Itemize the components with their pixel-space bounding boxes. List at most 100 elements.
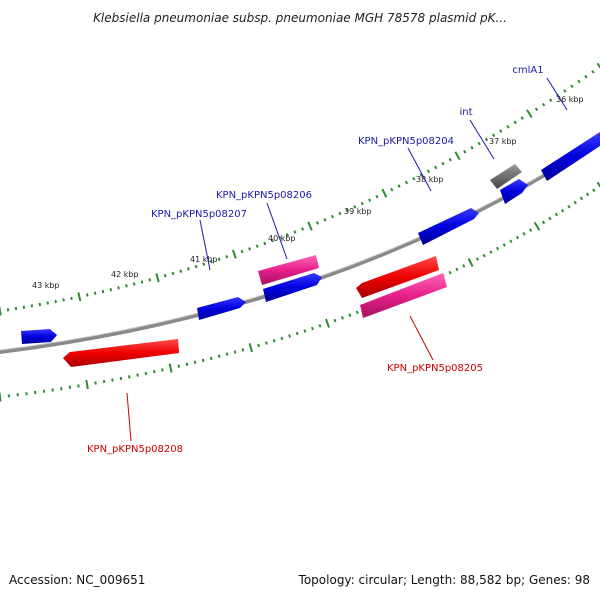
gene-forward-1[interactable] bbox=[21, 329, 57, 344]
gene-int[interactable] bbox=[490, 164, 522, 189]
outer-ring-minor-tick bbox=[345, 208, 349, 212]
outer-ring-minor-tick bbox=[506, 125, 510, 129]
label-kpn-08205[interactable]: KPN_pKPN5p08205 bbox=[387, 363, 483, 374]
outer-ring-minor-tick bbox=[179, 269, 183, 273]
inner-ring-major-tick bbox=[325, 318, 330, 328]
outer-ring-minor-tick bbox=[360, 201, 364, 206]
outer-ring-minor-tick bbox=[426, 169, 430, 174]
inner-ring-minor-tick bbox=[515, 235, 520, 240]
outer-ring-major-tick bbox=[526, 109, 533, 119]
gene-forward-5[interactable] bbox=[500, 179, 528, 204]
label-kpn-08208[interactable]: KPN_pKPN5p08208 bbox=[87, 444, 183, 455]
outer-ring-minor-tick bbox=[463, 149, 467, 154]
outer-ring-minor-tick bbox=[248, 247, 252, 251]
gene-kpn-08206[interactable] bbox=[258, 255, 319, 285]
inner-ring-minor-tick bbox=[340, 316, 344, 320]
outer-ring-minor-tick bbox=[563, 89, 567, 93]
outer-ring-major-tick bbox=[454, 151, 461, 161]
outer-ring-minor-tick bbox=[549, 98, 553, 102]
gene-forward-2[interactable] bbox=[197, 297, 246, 320]
outer-ring-minor-tick bbox=[520, 116, 524, 120]
outer-ring-minor-tick bbox=[225, 255, 229, 259]
kbp-label-37: 37 kbp bbox=[489, 137, 517, 146]
inner-ring-minor-tick bbox=[592, 188, 596, 192]
outer-ring-minor-tick bbox=[93, 291, 97, 295]
outer-ring-minor-tick bbox=[353, 205, 357, 209]
kbp-label-38: 38 kbp bbox=[416, 175, 444, 184]
inner-ring-minor-tick bbox=[217, 354, 221, 358]
outer-ring-minor-tick bbox=[187, 267, 190, 271]
gene-reverse-red-2[interactable] bbox=[356, 256, 439, 298]
outer-ring-minor-tick bbox=[46, 301, 49, 305]
outer-ring-minor-tick bbox=[330, 214, 334, 219]
outer-ring-minor-tick bbox=[419, 173, 423, 177]
inner-ring-minor-tick bbox=[102, 379, 106, 384]
outer-ring-minor-tick bbox=[448, 157, 452, 162]
inner-ring-minor-tick bbox=[42, 389, 46, 393]
gene-forward-3[interactable] bbox=[263, 273, 322, 302]
inner-ring-major-tick bbox=[467, 258, 474, 268]
inner-ring-minor-tick bbox=[303, 329, 307, 333]
outer-ring-minor-tick bbox=[148, 278, 152, 282]
label-int[interactable]: int bbox=[459, 107, 472, 118]
gene-kpn-08208[interactable] bbox=[63, 339, 179, 367]
outer-ring-minor-tick bbox=[14, 306, 18, 311]
inner-ring-minor-tick bbox=[482, 253, 486, 258]
inner-ring-minor-tick bbox=[257, 343, 260, 348]
inner-ring-minor-tick bbox=[225, 352, 229, 356]
outer-ring-minor-tick bbox=[22, 305, 26, 309]
gene-forward-6[interactable] bbox=[541, 132, 600, 181]
outer-ring-minor-tick bbox=[255, 244, 259, 248]
label-kpn-08207[interactable]: KPN_pKPN5p08207 bbox=[151, 209, 247, 220]
kbp-label-40: 40 kbp bbox=[268, 234, 296, 243]
outer-ring-major-tick bbox=[77, 292, 82, 302]
outer-ring-minor-tick bbox=[541, 102, 546, 107]
outer-ring-minor-tick bbox=[38, 302, 42, 307]
outer-ring-minor-tick bbox=[584, 74, 588, 79]
inner-ring-minor-tick bbox=[161, 368, 164, 372]
inner-ring-minor-tick bbox=[111, 378, 114, 382]
outer-ring-minor-tick bbox=[217, 257, 221, 262]
outer-ring-minor-tick bbox=[70, 296, 73, 301]
inner-ring-minor-tick bbox=[567, 204, 571, 209]
label-kpn-08206[interactable]: KPN_pKPN5p08206 bbox=[216, 190, 312, 201]
outer-ring-minor-tick bbox=[390, 187, 394, 192]
outer-ring-minor-tick bbox=[591, 70, 595, 74]
outer-ring-minor-tick bbox=[163, 273, 167, 278]
inner-tick-ring bbox=[0, 181, 600, 402]
gene-forward-4[interactable] bbox=[418, 208, 479, 245]
gene-kpn-08205[interactable] bbox=[360, 273, 447, 318]
inner-ring-minor-tick bbox=[348, 313, 352, 317]
inner-ring-minor-tick bbox=[51, 388, 54, 392]
inner-ring-minor-tick bbox=[573, 200, 577, 205]
outer-ring-minor-tick bbox=[397, 184, 401, 188]
outer-ring-minor-tick bbox=[117, 286, 120, 290]
outer-ring-minor-tick bbox=[513, 120, 517, 125]
inner-ring-minor-tick bbox=[272, 339, 276, 343]
inner-ring-major-tick bbox=[248, 343, 253, 353]
kbp-label-42: 42 kbp bbox=[111, 270, 139, 279]
inner-ring-minor-tick bbox=[144, 371, 148, 376]
outer-ring-minor-tick bbox=[477, 141, 481, 146]
outer-ring-minor-tick bbox=[470, 145, 474, 150]
outer-ring-minor-tick bbox=[368, 198, 372, 202]
map-title: Klebsiella pneumoniae subsp. pneumoniae … bbox=[93, 11, 507, 25]
outer-ring-major-tick bbox=[596, 62, 600, 69]
outer-ring-minor-tick bbox=[285, 233, 289, 237]
outer-ring-minor-tick bbox=[499, 129, 503, 133]
outer-ring-minor-tick bbox=[125, 284, 128, 288]
inner-ring-minor-tick bbox=[528, 228, 533, 232]
kbp-label-39: 39 kbp bbox=[344, 207, 372, 216]
inner-ring-minor-tick bbox=[448, 270, 452, 275]
outer-ring-minor-tick bbox=[300, 227, 305, 231]
outer-ring-minor-tick bbox=[210, 260, 213, 264]
outer-ring-minor-tick bbox=[338, 211, 342, 216]
inner-ring-minor-tick bbox=[455, 267, 459, 272]
outer-ring-minor-tick bbox=[62, 298, 65, 302]
inner-ring-minor-tick bbox=[548, 216, 552, 221]
label-cmla1[interactable]: cmlA1 bbox=[512, 65, 543, 76]
label-kpn-08204[interactable]: KPN_pKPN5p08204 bbox=[358, 136, 454, 147]
outer-ring-minor-tick bbox=[54, 299, 57, 304]
outer-ring-minor-tick bbox=[491, 133, 496, 138]
leader-int bbox=[469, 119, 495, 160]
